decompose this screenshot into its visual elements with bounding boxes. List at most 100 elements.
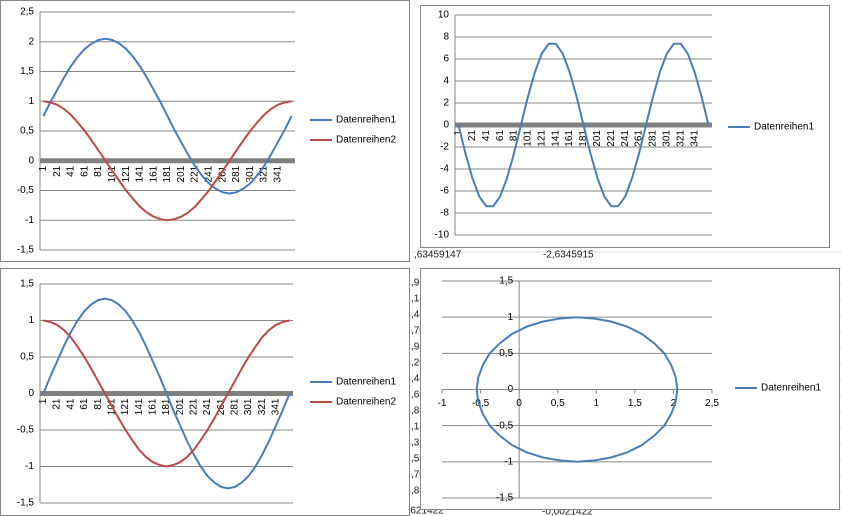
legend-label: Datenreihen2: [336, 397, 396, 408]
x-tick-label: 221: [188, 398, 199, 415]
x-tick-label: 301: [245, 165, 256, 182]
x-tick-label: 301: [243, 398, 254, 415]
x-tick-label: 161: [147, 398, 158, 415]
x-tick-label: 41: [65, 398, 76, 410]
y-tick-label: -0,5: [496, 420, 514, 431]
x-tick-label: 2,5: [705, 398, 719, 409]
x-tick-label: 281: [648, 130, 659, 147]
series-line: [475, 316, 679, 463]
y-tick-label: 2: [28, 36, 34, 47]
y-tick-label: 2,5: [20, 7, 34, 18]
y-tick-label: 0: [28, 155, 34, 166]
y-tick-label: -8: [440, 208, 449, 219]
x-tick-label: 181: [162, 165, 173, 182]
y-tick-label: 0,5: [20, 126, 34, 137]
y-tick-label: -1: [25, 461, 34, 472]
series-line: [457, 42, 710, 208]
y-tick-label: 6: [443, 54, 449, 65]
x-tick-label: 161: [148, 165, 159, 182]
cell-text: ,63459147: [414, 250, 462, 261]
cell-text: ,32: [411, 438, 425, 449]
x-tick-label: 221: [190, 165, 201, 182]
cell-text: ,44: [411, 310, 425, 321]
x-tick-label: 341: [271, 398, 282, 415]
x-tick-label: 141: [134, 398, 145, 415]
cell-text: ,20: [411, 358, 425, 369]
x-tick-label: 321: [259, 165, 270, 182]
x-tick-label: 81: [93, 165, 104, 177]
x-tick-label: 161: [564, 130, 575, 147]
x-tick-label: 41: [66, 165, 77, 177]
x-tick-label: 1,5: [628, 398, 642, 409]
x-tick-label: 301: [661, 130, 672, 147]
y-tick-label: -2: [440, 142, 449, 153]
cell-text: -0,0021422: [542, 507, 593, 516]
y-tick-label: 0,5: [20, 352, 34, 363]
y-tick-label: -1,5: [17, 245, 35, 256]
cell-text: ,95: [411, 342, 425, 353]
cell-text: ,13: [411, 422, 425, 433]
x-tick-label: -0,5: [472, 398, 490, 409]
y-tick-label: 0,5: [499, 348, 513, 359]
y-tick-label: -1,5: [17, 498, 35, 509]
x-tick-label: 321: [257, 398, 268, 415]
x-tick-label: 321: [675, 130, 686, 147]
cell-text: ,0621422: [402, 506, 444, 516]
x-tick-label: 21: [467, 130, 478, 142]
y-tick-label: 10: [438, 10, 450, 21]
y-tick-label: 1: [508, 312, 514, 323]
y-tick-label: 2: [443, 98, 449, 109]
cell-text: ,52: [411, 454, 425, 465]
x-tick-label: 241: [202, 398, 213, 415]
x-tick-label: 281: [230, 398, 241, 415]
x-tick-label: 61: [495, 130, 506, 142]
cell-text: ,18: [411, 294, 425, 305]
x-tick-label: 2: [671, 398, 677, 409]
x-tick-label: 221: [606, 130, 617, 147]
legend-label: Datenreihen1: [336, 377, 396, 388]
y-tick-label: 0: [28, 388, 34, 399]
cell-text: ,70: [411, 470, 425, 481]
y-tick-label: 1,5: [20, 66, 34, 77]
y-tick-label: 1: [28, 315, 34, 326]
y-tick-label: -0,5: [17, 185, 35, 196]
x-tick-label: 341: [689, 130, 700, 147]
legend-label: Datenreihen2: [336, 135, 396, 146]
x-tick-label: 81: [93, 398, 104, 410]
cell-text: ,89: [411, 486, 425, 497]
x-tick-label: 141: [550, 130, 561, 147]
x-tick-label: 0: [516, 398, 522, 409]
y-tick-label: 1: [28, 96, 34, 107]
series-line: [43, 100, 292, 222]
x-tick-label: 61: [79, 165, 90, 177]
x-tick-label: 261: [217, 165, 228, 182]
y-tick-label: -6: [440, 186, 449, 197]
legend-label: Datenreihen1: [761, 383, 821, 394]
legend-label: Datenreihen1: [754, 122, 814, 133]
x-tick-label: 1: [38, 165, 49, 171]
y-tick-label: 1,5: [20, 279, 34, 290]
series-line: [42, 297, 291, 490]
x-tick-label: 201: [176, 165, 187, 182]
x-tick-label: 121: [120, 398, 131, 415]
cell-text: -2,6345915: [543, 250, 594, 261]
x-tick-label: 281: [231, 165, 242, 182]
y-tick-label: -1: [25, 215, 34, 226]
y-tick-label: -4: [440, 164, 449, 175]
x-tick-label: 181: [578, 130, 589, 147]
cell-text: ,70: [411, 326, 425, 337]
x-tick-label: 181: [161, 398, 172, 415]
x-tick-label: 21: [52, 165, 63, 177]
legend-label: Datenreihen1: [336, 115, 396, 126]
cell-text: ,44: [411, 374, 425, 385]
series-line: [42, 37, 293, 195]
x-tick-label: 1: [38, 398, 49, 404]
x-tick-label: 241: [203, 165, 214, 182]
x-tick-label: 21: [52, 398, 63, 410]
x-tick-label: 261: [634, 130, 645, 147]
x-tick-label: 1: [594, 398, 600, 409]
y-tick-label: 8: [443, 32, 449, 43]
series-line: [43, 319, 290, 468]
